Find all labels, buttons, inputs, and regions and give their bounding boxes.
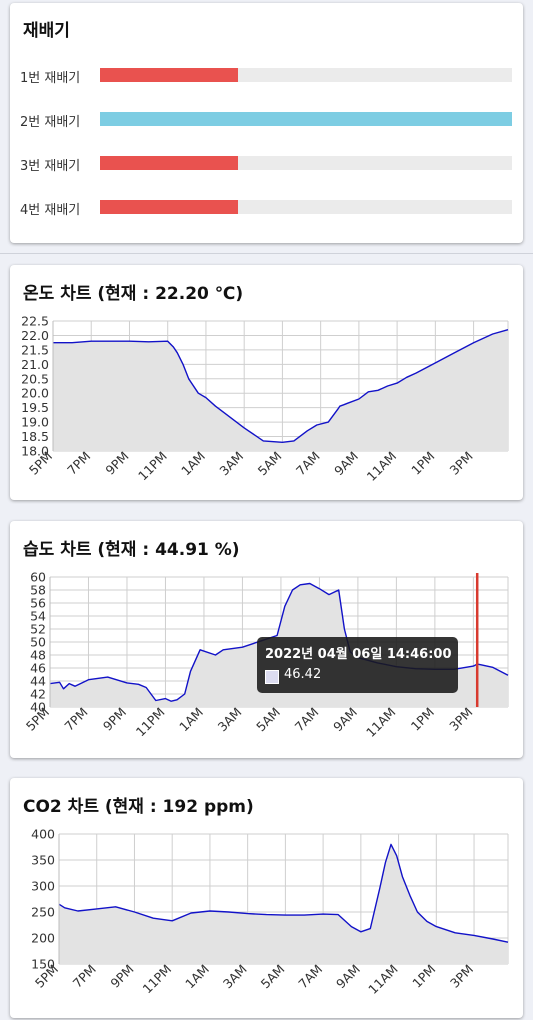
y-tick-label: 56 <box>30 596 46 611</box>
x-tick-label: 11PM <box>140 962 175 997</box>
temperature-chart[interactable]: 18.018.519.019.520.020.521.021.522.022.5… <box>10 265 523 500</box>
x-tick-label: 7PM <box>61 705 90 734</box>
series-line <box>58 843 509 943</box>
x-tick-label: 3PM <box>447 449 476 478</box>
y-tick-label: 44 <box>30 674 46 689</box>
y-tick-label: 58 <box>30 583 46 598</box>
y-tick-label: 20.0 <box>21 386 49 401</box>
y-tick-label: 21.0 <box>21 357 49 372</box>
x-tick-label: 7AM <box>293 449 323 479</box>
y-tick-label: 19.0 <box>21 415 49 430</box>
y-tick-label: 46 <box>30 661 46 676</box>
cultivator-status-fill <box>100 156 239 170</box>
cultivator-status-bar <box>100 156 512 170</box>
y-tick-label: 18.5 <box>21 429 49 444</box>
x-tick-label: 7AM <box>295 962 325 992</box>
temperature-chart-title: 온도 차트 (현재 : 22.20 ℃) <box>23 284 244 304</box>
cultivator-card-title: 재배기 <box>23 21 70 41</box>
x-tick-label: 11AM <box>364 449 400 485</box>
chart-tooltip: 2022년 04월 06일 14:46:00 46.42 <box>257 637 458 693</box>
y-tick-label: 21.5 <box>21 342 49 357</box>
y-tick-label: 60 <box>30 570 46 585</box>
x-tick-label: 1AM <box>176 705 206 735</box>
series-area <box>53 329 508 451</box>
cultivator-status-bar <box>100 200 512 214</box>
y-tick-label: 300 <box>31 879 55 894</box>
x-tick-label: 11AM <box>363 705 399 741</box>
cultivator-status-fill <box>100 68 239 82</box>
x-tick-label: 11PM <box>133 705 168 740</box>
y-tick-label: 350 <box>31 853 55 868</box>
y-tick-label: 18.0 <box>21 444 49 459</box>
y-tick-label: 200 <box>31 931 55 946</box>
cultivator-card: 재배기 1번 재배기 2번 재배기 3번 재배기 4번 재배기 <box>10 3 523 243</box>
tooltip-series-swatch <box>265 670 279 684</box>
x-tick-label: 9PM <box>102 449 131 478</box>
cultivator-label: 3번 재배기 <box>20 159 81 174</box>
cultivator-label: 1번 재배기 <box>20 71 81 86</box>
x-tick-label: 3AM <box>216 449 246 479</box>
x-tick-label: 7AM <box>292 705 322 735</box>
x-tick-label: 3PM <box>446 705 475 734</box>
y-tick-label: 250 <box>31 905 55 920</box>
co2-chart-title: CO2 차트 (현재 : 192 ppm) <box>23 797 254 817</box>
x-tick-label: 9PM <box>107 962 136 991</box>
y-tick-label: 150 <box>31 957 55 972</box>
y-tick-label: 20.5 <box>21 371 49 386</box>
x-tick-label: 1PM <box>408 705 437 734</box>
humidity-chart-card: 습도 차트 (현재 : 44.91 %) 40 42 44 46 48 50 52 54 56 5… <box>10 521 523 758</box>
y-tick-label: 48 <box>30 648 46 663</box>
x-tick-label: 9AM <box>333 962 363 992</box>
cultivator-status-fill <box>100 112 512 126</box>
x-tick-label: 3PM <box>447 962 476 991</box>
x-tick-label: 11AM <box>365 962 401 998</box>
x-tick-label: 9AM <box>331 449 361 479</box>
x-tick-label: 1PM <box>409 962 438 991</box>
x-tick-label: 1AM <box>182 962 212 992</box>
cultivator-label: 4번 재배기 <box>20 203 81 218</box>
x-tick-label: 7PM <box>70 962 99 991</box>
x-tick-label: 9PM <box>100 705 129 734</box>
y-tick-label: 52 <box>30 622 46 637</box>
y-tick-label: 40 <box>30 700 46 715</box>
x-tick-label: 5AM <box>258 962 288 992</box>
x-tick-label: 11PM <box>135 449 170 484</box>
x-tick-label: 9AM <box>330 705 360 735</box>
cultivator-status-bar <box>100 112 512 126</box>
temperature-chart-card: 온도 차트 (현재 : 22.20 ℃) 18.0 18.5 19.0 19.5 20.… <box>10 265 523 500</box>
y-tick-label: 50 <box>30 635 46 650</box>
x-tick-label: 3AM <box>220 962 250 992</box>
y-tick-label: 19.5 <box>21 400 49 415</box>
x-tick-label: 7PM <box>64 449 93 478</box>
y-tick-label: 42 <box>30 687 46 702</box>
section-divider <box>0 253 533 254</box>
x-tick-label: 1AM <box>178 449 208 479</box>
x-tick-label: 5PM <box>23 705 52 734</box>
series-area <box>59 844 508 964</box>
cultivator-status-bar <box>100 68 512 82</box>
x-tick-label: 5AM <box>255 449 285 479</box>
y-tick-label: 54 <box>30 609 46 624</box>
cultivator-status-fill <box>100 200 239 214</box>
humidity-chart-title: 습도 차트 (현재 : 44.91 %) <box>23 540 240 560</box>
y-tick-label: 22.0 <box>21 328 49 343</box>
series-line <box>53 329 509 443</box>
y-tick-label: 22.5 <box>21 314 49 329</box>
tooltip-value: 46.42 <box>284 667 322 682</box>
co2-chart-card: CO2 차트 (현재 : 192 ppm) 150 200 250 300 350 400… <box>10 778 523 1018</box>
tooltip-timestamp: 2022년 04월 06일 14:46:00 <box>265 647 452 662</box>
x-tick-label: 5AM <box>253 705 283 735</box>
x-tick-label: 1PM <box>408 449 437 478</box>
y-tick-label: 400 <box>31 827 55 842</box>
x-tick-label: 3AM <box>215 705 245 735</box>
cultivator-label: 2번 재배기 <box>20 115 81 130</box>
